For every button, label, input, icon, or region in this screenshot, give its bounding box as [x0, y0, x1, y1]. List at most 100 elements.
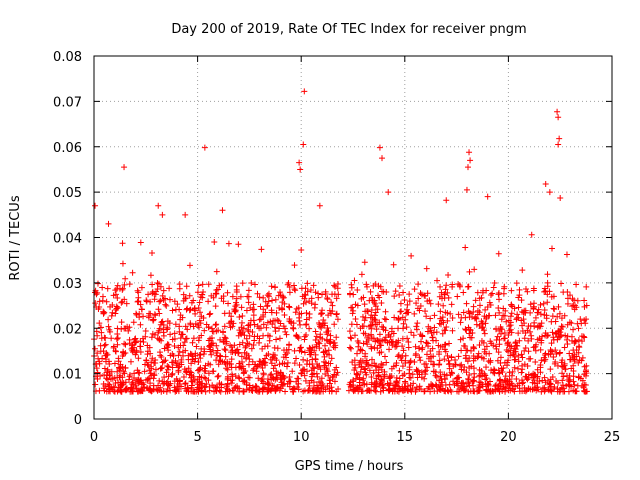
data-point	[493, 345, 500, 352]
data-point	[492, 312, 499, 319]
data-point	[269, 382, 276, 389]
data-point	[521, 384, 528, 391]
data-point	[324, 351, 331, 358]
data-point	[379, 288, 386, 295]
data-point	[251, 321, 258, 328]
data-point	[495, 349, 502, 356]
data-point	[106, 358, 113, 365]
data-point	[416, 345, 423, 352]
data-point	[226, 310, 233, 317]
data-point	[457, 336, 464, 343]
data-point	[535, 306, 542, 313]
data-point	[397, 354, 404, 361]
data-point	[435, 342, 442, 349]
data-point	[399, 343, 406, 350]
data-point	[279, 306, 286, 313]
data-point	[217, 353, 224, 360]
data-point	[542, 356, 549, 363]
data-point	[457, 362, 464, 369]
x-axis-label: GPS time / hours	[295, 459, 404, 474]
data-point	[290, 320, 297, 327]
data-point	[573, 281, 580, 288]
data-point	[437, 373, 444, 380]
data-point	[333, 295, 340, 302]
data-point	[411, 310, 418, 317]
data-point	[359, 388, 366, 395]
data-point	[321, 320, 328, 327]
data-point	[527, 328, 534, 335]
data-point	[217, 336, 224, 343]
data-point	[474, 354, 481, 361]
data-point	[564, 333, 571, 340]
data-point	[115, 355, 122, 362]
data-point	[143, 385, 150, 392]
data-point	[119, 260, 126, 267]
data-point	[440, 302, 447, 309]
data-point	[188, 360, 195, 367]
data-point	[184, 384, 191, 391]
data-point	[313, 333, 320, 340]
data-point	[462, 326, 469, 333]
data-point	[296, 318, 303, 325]
data-point	[407, 382, 414, 389]
data-point	[325, 312, 332, 319]
data-point	[258, 377, 265, 384]
data-point	[430, 368, 437, 375]
data-point	[549, 313, 556, 320]
data-point	[198, 345, 205, 352]
data-point	[524, 327, 531, 334]
data-point	[208, 292, 215, 299]
data-point	[292, 287, 299, 294]
data-point	[401, 297, 408, 304]
data-point	[119, 286, 126, 293]
data-point	[289, 368, 296, 375]
data-point	[525, 374, 532, 381]
data-point	[187, 320, 194, 327]
data-point	[437, 386, 444, 393]
data-point	[162, 357, 169, 364]
data-point	[544, 271, 551, 278]
data-point	[252, 383, 259, 390]
data-point	[182, 295, 189, 302]
data-point	[575, 359, 582, 366]
data-point	[472, 314, 479, 321]
data-point	[147, 310, 154, 317]
data-point	[365, 361, 372, 368]
data-point	[239, 312, 246, 319]
data-point	[191, 377, 198, 384]
data-point	[569, 295, 576, 302]
data-point	[485, 358, 492, 365]
data-point	[423, 265, 430, 272]
data-point	[158, 353, 165, 360]
data-point	[246, 341, 253, 348]
data-point	[501, 283, 508, 290]
data-point	[507, 322, 514, 329]
data-point	[202, 388, 209, 395]
data-point	[474, 289, 481, 296]
data-point	[248, 280, 255, 287]
data-point	[558, 323, 565, 330]
data-point	[94, 280, 101, 287]
data-point	[298, 348, 305, 355]
data-point	[352, 375, 359, 382]
data-point	[283, 363, 290, 370]
data-point	[114, 295, 121, 302]
data-point	[159, 211, 166, 218]
data-point	[525, 337, 532, 344]
x-tick-labels: 0 5 10 15 20 25	[90, 430, 620, 445]
data-point	[250, 342, 257, 349]
data-point	[244, 326, 251, 333]
data-point	[497, 323, 504, 330]
data-point	[164, 325, 171, 332]
data-point	[273, 336, 280, 343]
data-point	[465, 388, 472, 395]
data-point	[186, 292, 193, 299]
data-point	[207, 348, 214, 355]
data-point	[212, 303, 219, 310]
data-point	[221, 334, 228, 341]
data-point	[297, 166, 304, 173]
data-point	[382, 308, 389, 315]
data-point	[117, 388, 124, 395]
x-tick-label: 15	[397, 430, 414, 445]
data-point	[244, 293, 251, 300]
